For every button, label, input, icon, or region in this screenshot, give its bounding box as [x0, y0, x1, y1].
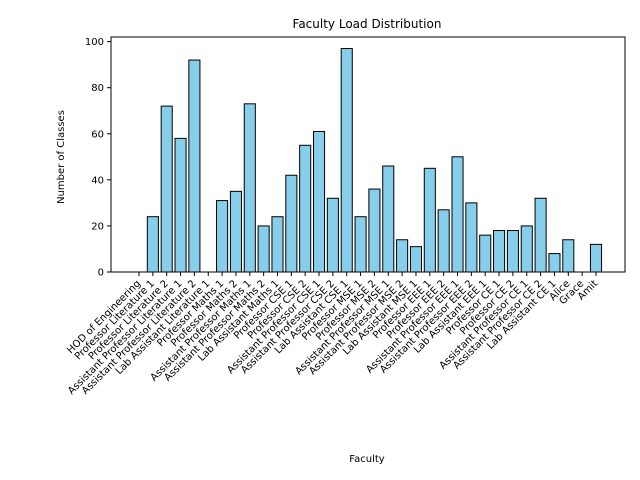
- bar: [534, 197, 547, 273]
- bar: [520, 225, 533, 273]
- y-tick-label: 40: [91, 175, 104, 186]
- bar: [382, 165, 395, 273]
- bar: [589, 243, 603, 273]
- bar: [437, 209, 450, 273]
- bar: [423, 167, 436, 273]
- bar: [312, 130, 326, 273]
- bar: [493, 230, 506, 273]
- y-tick-label: 80: [91, 83, 104, 94]
- y-tick-label: 60: [91, 129, 104, 140]
- bar: [409, 246, 423, 273]
- bar: [326, 197, 339, 273]
- bar: [257, 225, 270, 273]
- bar: [146, 216, 159, 273]
- bar: [299, 144, 312, 273]
- bar: [562, 239, 575, 273]
- bar: [354, 216, 367, 273]
- y-tick-label: 20: [91, 221, 104, 232]
- bar: [368, 188, 381, 273]
- y-axis-label: Number of Classes: [56, 110, 67, 204]
- x-axis-label: Faculty: [349, 454, 384, 465]
- plot-frame: [110, 36, 626, 273]
- bar: [229, 190, 242, 273]
- y-tick-label: 100: [85, 37, 104, 48]
- bar: [548, 253, 561, 273]
- bar: [188, 59, 201, 273]
- bar: [479, 234, 492, 273]
- y-axis-ticks: 0 20 40 60 80 100: [85, 37, 111, 279]
- y-tick-label: 0: [98, 268, 104, 279]
- bars-group: [146, 48, 603, 273]
- bar: [160, 105, 173, 273]
- bar: [216, 200, 229, 273]
- bar: [506, 230, 519, 273]
- bar: [451, 156, 464, 273]
- bar: [396, 239, 409, 273]
- bar: [174, 137, 187, 273]
- chart-title: Faculty Load Distribution: [293, 17, 442, 31]
- bar: [243, 103, 256, 273]
- bar: [271, 216, 284, 273]
- bar: [285, 174, 298, 273]
- bar: [465, 202, 478, 273]
- bar: [340, 48, 353, 273]
